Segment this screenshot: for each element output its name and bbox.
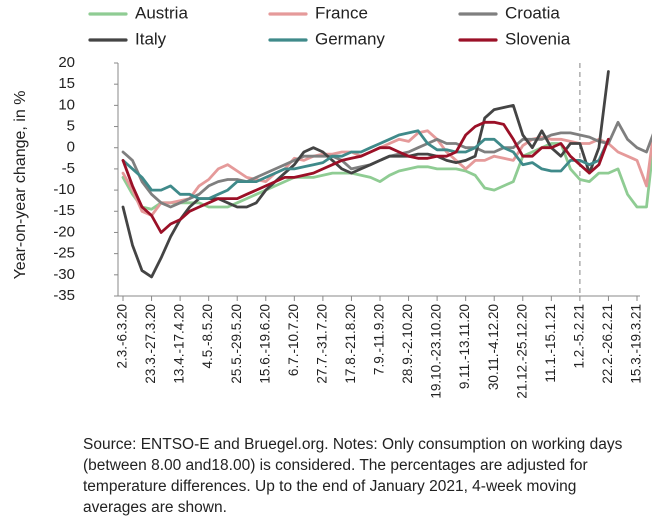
x-tick-label: 25.5.-29.5.20: [229, 304, 244, 384]
x-tick-label: 22.2.-26.2.21: [600, 304, 615, 384]
y-tick-label: 10: [58, 96, 75, 113]
x-tick-label: 1.2.-5.2.21: [571, 304, 586, 369]
x-tick-label: 11.1.-15.1.21: [543, 304, 558, 383]
y-tick-label: -25: [53, 245, 75, 262]
series-line-france: [121, 129, 652, 217]
y-tick-label: -10: [53, 181, 75, 198]
series-line-slovenia: [121, 120, 610, 234]
x-tick-label: 21.12.-25.12.20: [514, 304, 529, 399]
legend-label-croatia: Croatia: [505, 3, 560, 22]
y-tick-label: 20: [58, 54, 75, 71]
y-tick-label: -30: [53, 266, 75, 283]
legend-label-italy: Italy: [135, 29, 167, 48]
y-tick-label: 5: [67, 118, 75, 135]
source-note: Source: ENTSO-E and Bruegel.org. Notes: …: [83, 436, 623, 516]
y-tick-label: -35: [53, 287, 75, 304]
legend-label-germany: Germany: [315, 29, 385, 48]
series-lines: [121, 70, 652, 279]
y-tick-label: 0: [67, 139, 75, 156]
series-line-germany: [121, 129, 610, 201]
x-tick-label: 2.3.-6.3.20: [115, 304, 130, 369]
legend-label-austria: Austria: [135, 3, 188, 22]
y-axis-title: Year-on-year change, in %: [12, 91, 29, 280]
x-tick-label: 19.10.-23.10.20: [429, 304, 444, 399]
x-tick-label: 13.4.-17.4.20: [172, 304, 187, 384]
y-axis: 20 15 10 5 0 -5 -10 -15 -20 -25 -30 -35: [53, 54, 119, 304]
legend-label-france: France: [315, 3, 368, 22]
legend-label-slovenia: Slovenia: [505, 29, 571, 48]
series-line-austria: [121, 142, 652, 211]
y-tick-label: -5: [62, 160, 75, 177]
x-tick-label: 28.9.-2.10.20: [400, 304, 415, 384]
x-axis: 2.3.-6.3.20 23.3.-27.3.20 13.4.-17.4.20 4.5…: [115, 295, 644, 399]
series-line-italy: [121, 70, 610, 279]
x-tick-label: 7.9.-11.9.20: [372, 304, 387, 375]
x-tick-label: 15.6.-19.6.20: [257, 304, 272, 384]
y-tick-label: 15: [58, 75, 75, 92]
legend: Austria France Croatia Italy Germany Slovenia: [88, 3, 571, 48]
series-line-croatia: [121, 120, 652, 209]
x-tick-label: 30.11.-4.12.20: [486, 304, 501, 390]
x-tick-label: 9.11.-13.11.20: [457, 304, 472, 389]
x-tick-label: 4.5.-8.5.20: [200, 304, 215, 369]
x-tick-label: 17.8.-21.8.20: [343, 304, 358, 384]
x-tick-label: 6.7.-10.7.20: [286, 304, 301, 376]
line-chart: Austria France Croatia Italy Germany Slovenia…: [12, 3, 652, 399]
y-tick-label: -20: [53, 223, 75, 240]
x-tick-label: 23.3.-27.3.20: [143, 304, 158, 384]
x-tick-label: 27.7.-31.7.20: [314, 304, 329, 384]
x-tick-label: 15.3.-19.3.21: [629, 304, 644, 384]
y-tick-label: -15: [53, 202, 75, 219]
